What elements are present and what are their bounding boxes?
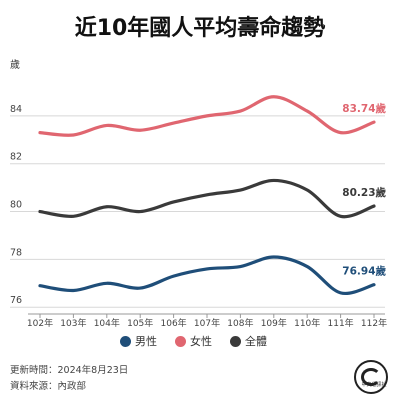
y-tick-label-78: 78	[10, 247, 22, 258]
point-female-1	[72, 133, 75, 136]
x-tick-label-1: 103年	[60, 317, 86, 329]
point-female-8	[306, 109, 309, 112]
point-female-3	[139, 129, 142, 132]
point-male-6	[239, 265, 242, 268]
point-male-7	[272, 255, 275, 258]
series-line-male	[38, 255, 376, 296]
x-tick-label-10: 112年	[361, 317, 387, 329]
x-tick-label-5: 107年	[194, 317, 220, 329]
point-total-2	[105, 205, 108, 208]
x-tick-label-4: 106年	[161, 317, 187, 329]
y-tick-label-76: 76	[10, 295, 22, 306]
point-total-1	[72, 215, 75, 218]
point-male-10	[372, 283, 375, 286]
point-total-10	[372, 204, 375, 207]
point-female-0	[38, 131, 41, 134]
legend-label-female: 女性	[190, 335, 212, 348]
point-total-3	[139, 210, 142, 213]
end-label-total: 80.23歲	[342, 186, 386, 199]
legend-item-female: 女性	[175, 333, 212, 349]
x-tick-label-8: 110年	[294, 317, 320, 329]
point-male-3	[139, 286, 142, 289]
legend-item-total: 全體	[230, 333, 267, 349]
point-female-4	[172, 121, 175, 124]
legend-item-male: 男性	[120, 333, 157, 349]
x-tick-label-7: 109年	[261, 317, 287, 329]
cna-logo	[354, 360, 388, 394]
legend-swatch-total	[230, 335, 241, 347]
legend-label-total: 全體	[245, 335, 267, 348]
point-male-9	[339, 291, 342, 294]
point-male-8	[306, 265, 309, 268]
point-total-8	[306, 188, 309, 191]
end-label-male: 76.94歲	[342, 265, 386, 278]
y-tick-label-80: 80	[10, 200, 22, 211]
end-label-female: 83.74歲	[342, 102, 386, 115]
legend-swatch-female	[175, 335, 186, 347]
legend-swatch-male	[120, 335, 131, 347]
point-female-9	[339, 131, 342, 134]
data-source: 資料來源：內政部	[10, 381, 87, 392]
point-male-4	[172, 275, 175, 278]
point-female-2	[105, 124, 108, 127]
x-tick-label-2: 104年	[94, 317, 120, 329]
x-tick-label-3: 105年	[127, 317, 153, 329]
series-line-female	[38, 95, 376, 137]
y-tick-label-84: 84	[10, 104, 22, 115]
point-male-5	[205, 267, 208, 270]
point-total-5	[205, 193, 208, 196]
point-female-7	[272, 95, 275, 98]
legend-label-male: 男性	[135, 335, 157, 348]
point-total-4	[172, 200, 175, 203]
point-female-5	[205, 114, 208, 117]
point-total-6	[239, 188, 242, 191]
x-tick-label-0: 102年	[27, 317, 53, 329]
point-male-0	[38, 284, 41, 287]
update-time: 更新時間：2024年8月23日	[10, 365, 129, 376]
point-female-10	[372, 120, 375, 123]
y-tick-label-82: 82	[10, 152, 22, 163]
chart-title: 近10年國人平均壽命趨勢	[74, 16, 326, 41]
point-male-1	[72, 289, 75, 292]
point-total-7	[272, 179, 275, 182]
point-female-6	[239, 109, 242, 112]
point-total-0	[38, 210, 41, 213]
point-male-2	[105, 282, 108, 285]
series-line-total	[38, 178, 376, 219]
cna-logo-text: 中央通訊社	[361, 382, 387, 388]
legend: 男性 女性 全體	[120, 333, 267, 349]
y-axis-label: 歲	[10, 58, 20, 71]
point-total-9	[339, 215, 342, 218]
x-tick-label-6: 108年	[227, 317, 253, 329]
x-tick-label-9: 111年	[328, 317, 354, 329]
